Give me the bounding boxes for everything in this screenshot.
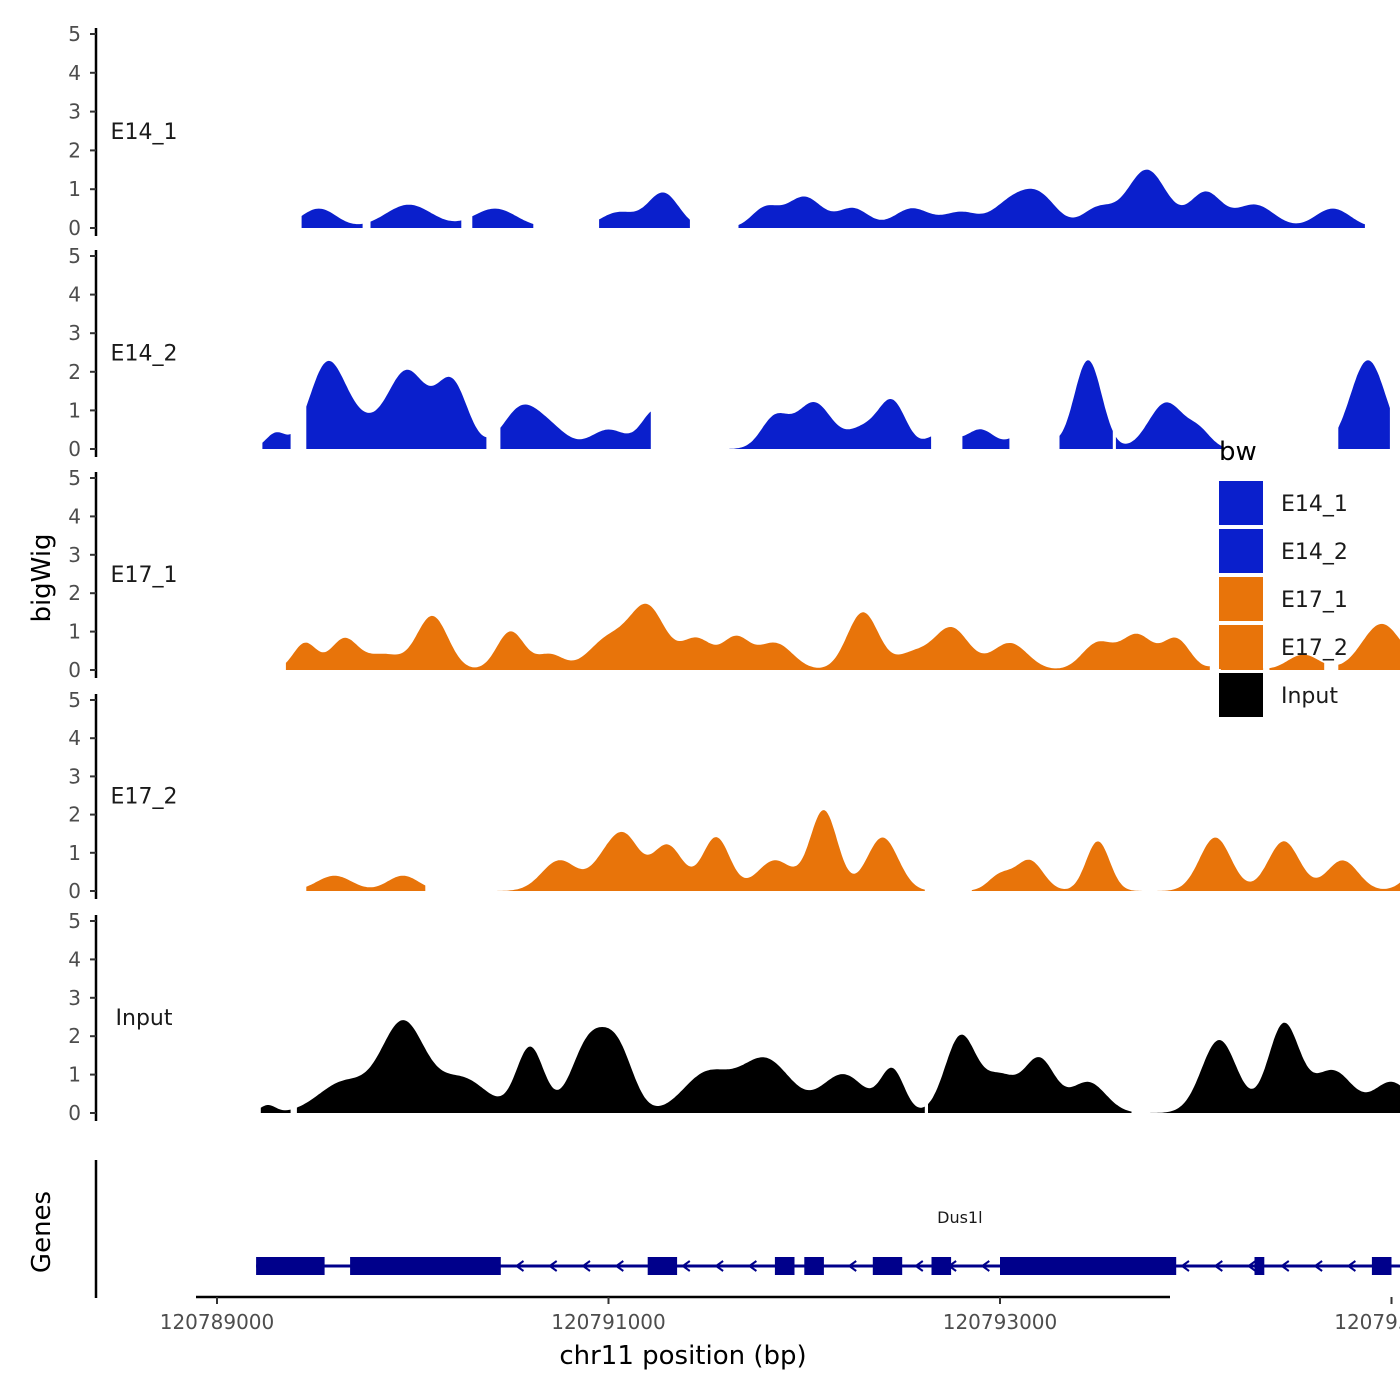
y-tick-label: 5	[68, 244, 81, 268]
signal-area-E14_2	[262, 360, 1390, 449]
y-tick-label: 2	[68, 138, 81, 162]
y-tick-label: 1	[68, 1063, 81, 1087]
strand-arrow	[1313, 1260, 1323, 1272]
legend-swatch	[1219, 577, 1263, 621]
gene-name-label: Dus1l	[937, 1208, 982, 1227]
legend-swatch	[1219, 625, 1263, 669]
y-tick-label: 0	[68, 1101, 81, 1125]
track-label: E14_2	[111, 342, 178, 367]
y-tick-label: 0	[68, 658, 81, 682]
strand-arrow	[1246, 1260, 1257, 1272]
legend-label: Input	[1281, 684, 1338, 709]
legend-title: bw	[1219, 437, 1257, 467]
y-tick-label: 4	[68, 504, 81, 528]
y-tick-label: 4	[68, 726, 81, 750]
x-tick-label: 120793000	[943, 1310, 1058, 1334]
y-tick-label: 5	[68, 909, 81, 933]
legend-label: E14_2	[1281, 540, 1348, 565]
strand-arrow	[547, 1260, 558, 1272]
track-label: E17_1	[111, 563, 178, 588]
signal-area-E17_1	[285, 603, 1400, 670]
y-tick-label: 1	[68, 841, 81, 865]
legend-swatch	[1219, 673, 1263, 717]
signal-area-Input	[260, 1020, 1400, 1113]
gene-exon	[1000, 1257, 1177, 1275]
legend-label: E17_1	[1281, 588, 1348, 613]
strand-arrow	[514, 1260, 525, 1272]
strand-arrow	[1346, 1260, 1356, 1272]
y-tick-label: 1	[68, 398, 81, 422]
y-tick-label: 2	[68, 581, 81, 605]
y-axis-title: bigWig	[27, 533, 57, 622]
strand-arrow	[581, 1260, 591, 1272]
y-tick-label: 3	[68, 764, 81, 788]
y-tick-label: 0	[68, 216, 81, 240]
gene-exon	[804, 1257, 824, 1275]
legend-swatch	[1219, 529, 1263, 573]
x-axis-title: chr11 position (bp)	[559, 1341, 806, 1371]
y-tick-label: 0	[68, 437, 81, 461]
strand-arrow	[980, 1260, 990, 1272]
x-tick-label: 120791000	[551, 1310, 666, 1334]
x-tick-label: 120789000	[160, 1310, 275, 1334]
legend: bw E14_1 E14_2 E17_1 E17_2 Input	[1219, 437, 1348, 717]
y-tick-label: 4	[68, 947, 81, 971]
track-Input: 0 1 2 3 4 5 Input	[68, 909, 1400, 1125]
y-tick-label: 1	[68, 620, 81, 644]
y-tick-label: 5	[68, 22, 81, 46]
y-tick-label: 0	[68, 879, 81, 903]
gene-exon	[1254, 1257, 1265, 1275]
signal-area-E17_2	[306, 810, 1400, 891]
gene-track: Dus1l	[94, 1160, 1400, 1298]
legend-swatch	[1219, 481, 1263, 525]
gene-exon	[1371, 1257, 1392, 1275]
y-tick-label: 1	[68, 177, 81, 201]
y-tick-label: 3	[68, 986, 81, 1010]
strand-arrow	[614, 1260, 624, 1272]
strand-arrow	[1213, 1260, 1223, 1272]
x-tick-label: 120795000	[1334, 1310, 1400, 1334]
strand-arrow	[747, 1260, 757, 1272]
gene-exon	[931, 1257, 952, 1275]
y-tick-label: 5	[68, 688, 81, 712]
strand-arrow	[914, 1260, 924, 1272]
y-tick-label: 5	[68, 466, 81, 490]
legend-label: E17_2	[1281, 636, 1348, 661]
track-label: E17_2	[111, 785, 178, 810]
x-axis: 1207890001207910001207930001207950001207…	[160, 1295, 1400, 1334]
track-E17_2: 0 1 2 3 4 5 E17_2	[68, 688, 1400, 903]
y-tick-label: 3	[68, 100, 81, 124]
gene-exon	[647, 1257, 678, 1275]
y-tick-label: 4	[68, 61, 81, 85]
track-E14_1: 0 1 2 3 4 5 E14_1	[68, 22, 1365, 240]
strand-arrow	[1280, 1260, 1290, 1272]
track-label: E14_1	[111, 120, 178, 145]
y-tick-label: 4	[68, 283, 81, 307]
strand-arrow	[847, 1260, 857, 1272]
signal-tracks: 0 1 2 3 4 5 E14_1 0 1 2 3 4 5 E14_2 0 1 2 3 4 5 E17_1 0 1 2 3 4 5 E…	[68, 22, 1400, 1125]
track-E17_1: 0 1 2 3 4 5 E17_1	[68, 466, 1400, 682]
signal-area-E14_1	[301, 169, 1365, 228]
track-E14_2: 0 1 2 3 4 5 E14_2	[68, 244, 1390, 461]
track-label: Input	[116, 1006, 173, 1031]
y-tick-label: 2	[68, 360, 81, 384]
strand-arrow	[1180, 1260, 1190, 1272]
gene-exon	[350, 1257, 501, 1275]
y-tick-label: 2	[68, 803, 81, 827]
gene-track-title: Genes	[27, 1191, 57, 1273]
gene-exon	[256, 1257, 325, 1275]
gene-exon	[872, 1257, 903, 1275]
legend-label: E14_1	[1281, 492, 1348, 517]
y-tick-label: 3	[68, 321, 81, 345]
strand-arrow	[714, 1260, 724, 1272]
y-tick-label: 3	[68, 543, 81, 567]
strand-arrow	[681, 1260, 691, 1272]
gene-exon	[774, 1257, 795, 1275]
y-tick-label: 2	[68, 1024, 81, 1048]
